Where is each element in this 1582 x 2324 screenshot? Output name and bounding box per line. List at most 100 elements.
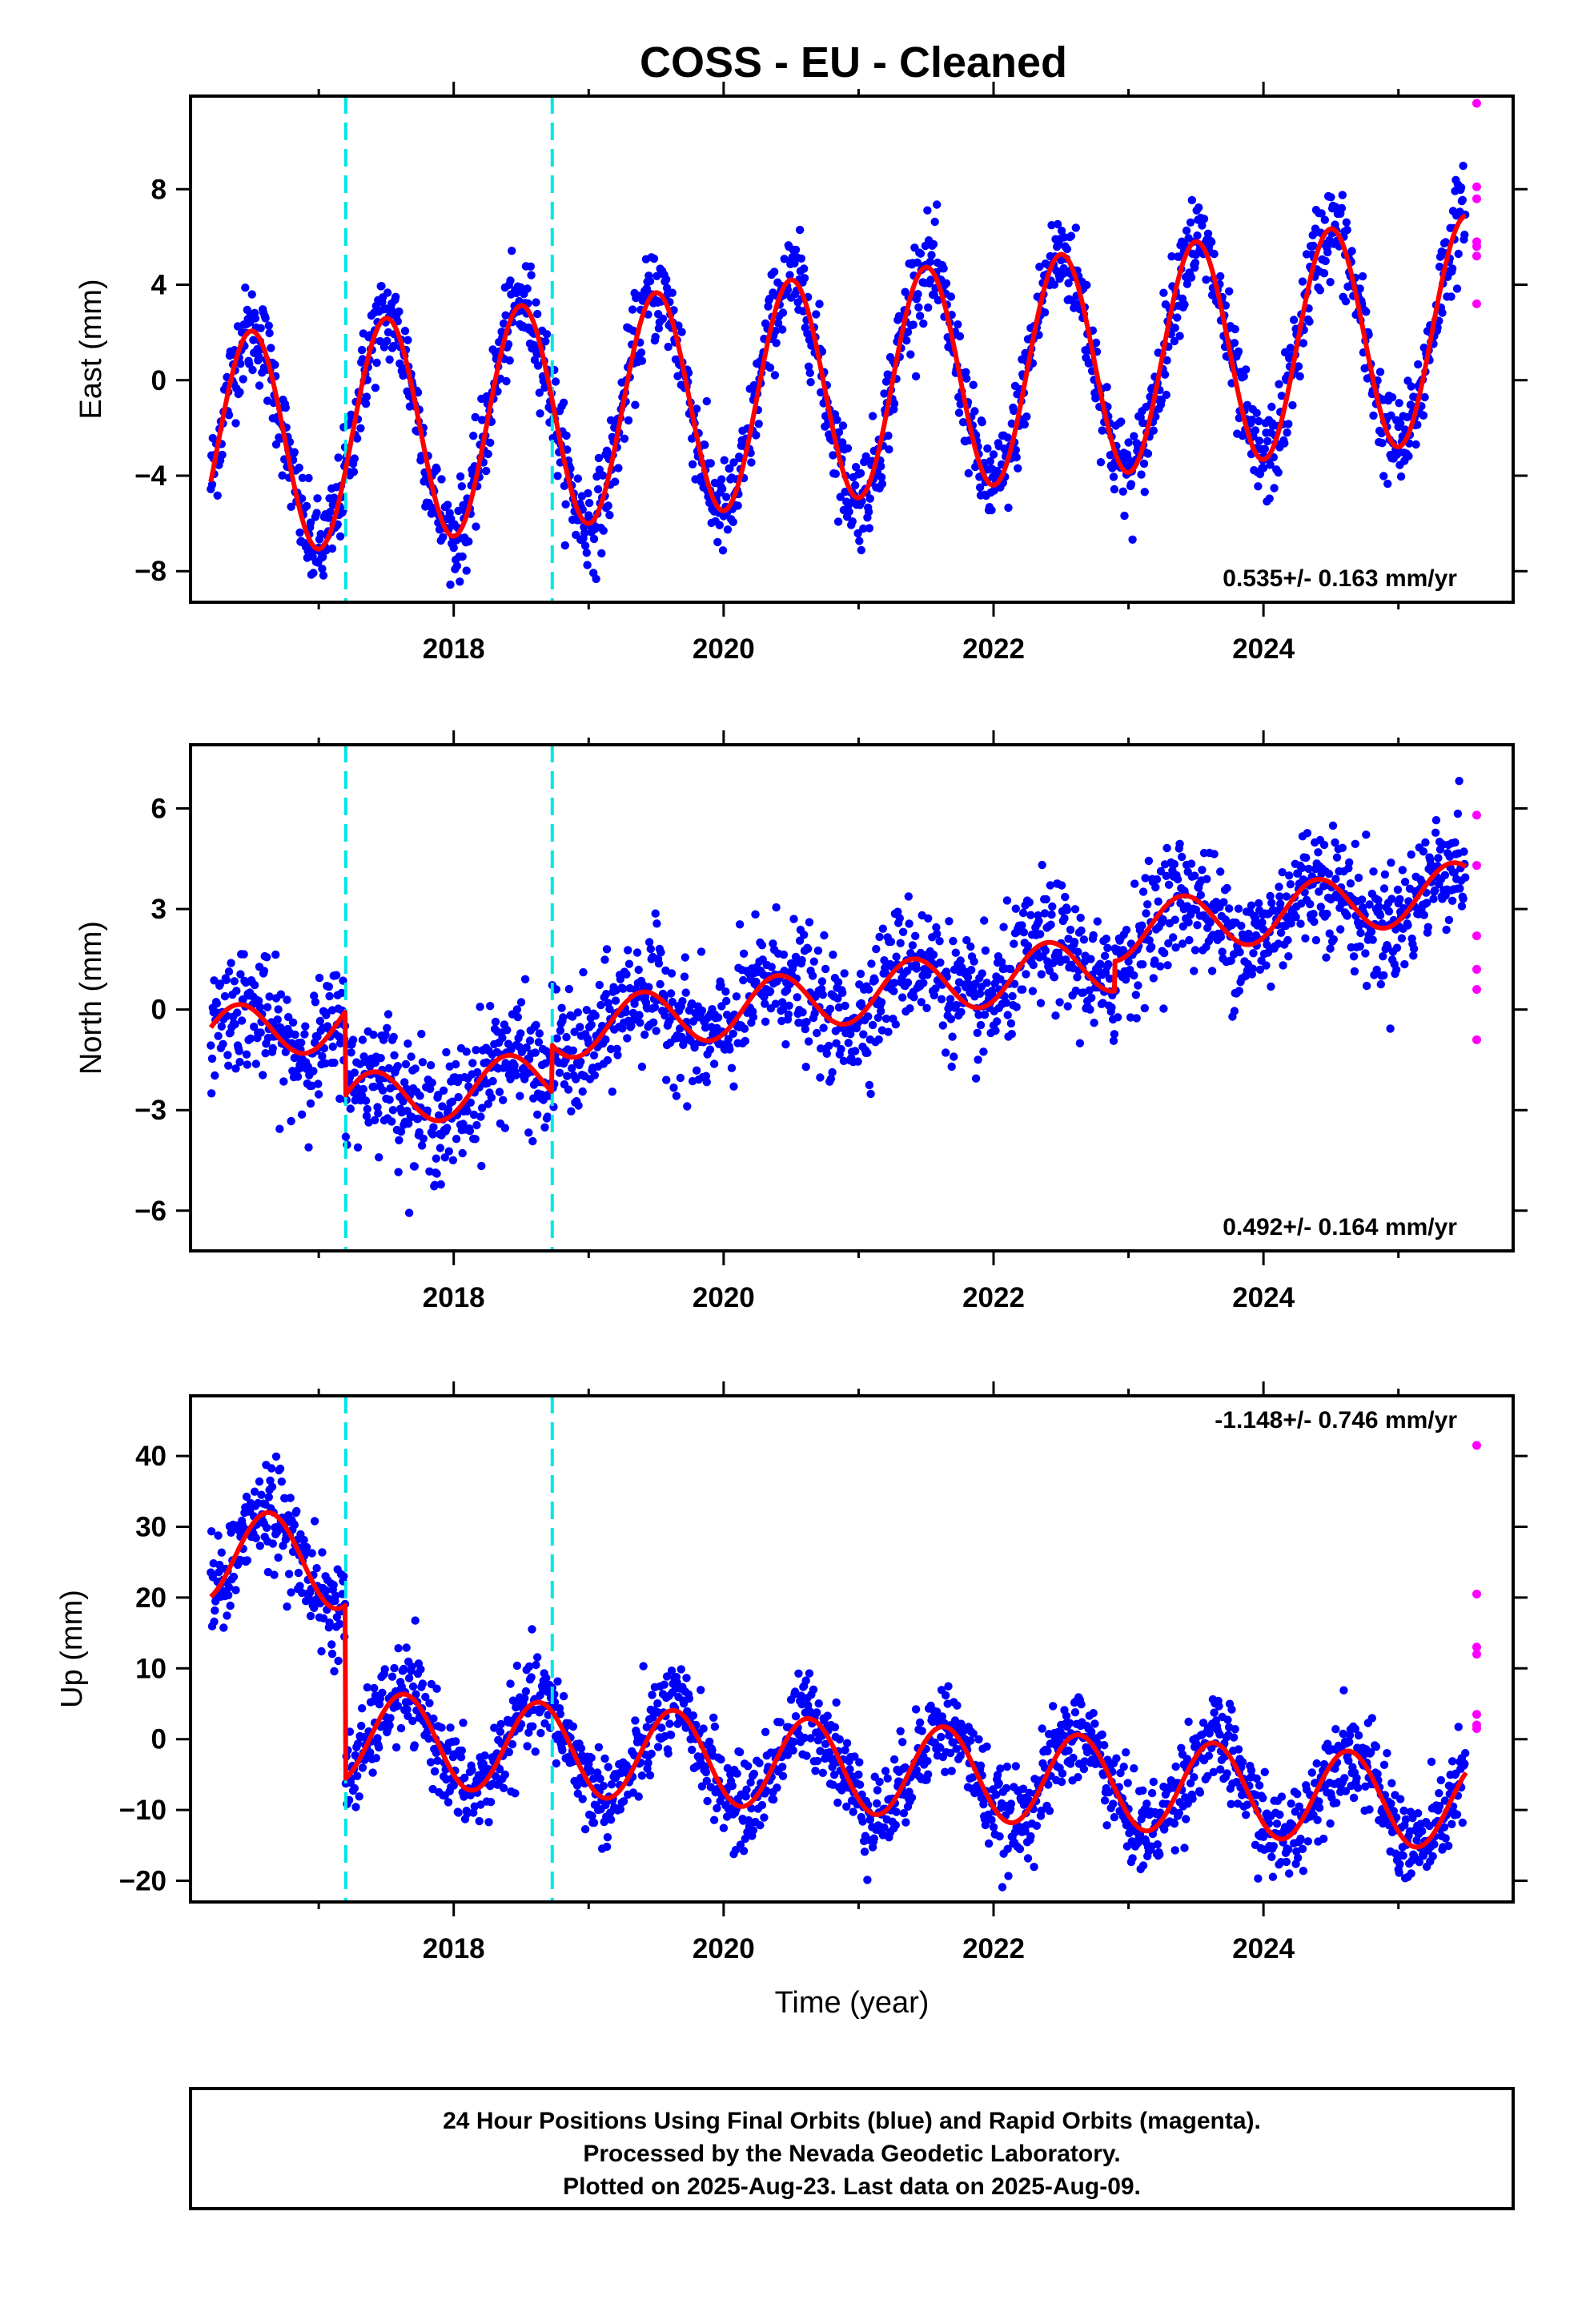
final-orbit-point: [232, 987, 241, 995]
final-orbit-point: [314, 1080, 323, 1088]
final-orbit-point: [563, 1072, 572, 1080]
final-orbit-point: [934, 296, 943, 305]
final-orbit-point: [1122, 926, 1131, 935]
final-orbit-point: [1289, 316, 1299, 324]
final-orbit-point: [883, 1774, 892, 1783]
final-orbit-point: [1358, 895, 1367, 904]
final-orbit-point: [1206, 918, 1215, 927]
final-orbit-point: [1184, 918, 1193, 927]
final-orbit-point: [1380, 870, 1390, 879]
final-orbit-point: [1104, 959, 1113, 969]
final-orbit-point: [281, 1047, 290, 1056]
final-orbit-point: [1026, 911, 1035, 919]
final-orbit-point: [976, 1761, 986, 1770]
final-orbit-point: [437, 1723, 446, 1732]
final-orbit-point: [729, 458, 738, 467]
final-orbit-point: [739, 1847, 749, 1856]
final-orbit-point: [531, 1747, 540, 1756]
final-orbit-point: [1152, 875, 1162, 884]
final-orbit-point: [283, 995, 291, 1004]
final-orbit-point: [584, 498, 594, 508]
final-orbit-point: [1207, 238, 1216, 247]
final-orbit-point: [1066, 925, 1075, 935]
final-orbit-point: [1258, 918, 1267, 927]
final-orbit-point: [1046, 881, 1055, 890]
final-orbit-point: [375, 1743, 383, 1752]
final-orbit-point: [756, 1821, 765, 1830]
final-orbit-point: [1191, 946, 1200, 955]
final-orbit-point: [243, 1060, 251, 1069]
rapid-orbit-point: [1472, 861, 1481, 870]
final-orbit-point: [595, 980, 604, 990]
final-orbit-point: [267, 1464, 276, 1473]
final-orbit-point: [1369, 867, 1378, 876]
final-orbit-point: [512, 1071, 520, 1080]
final-orbit-point: [516, 998, 526, 1007]
final-orbit-point: [975, 989, 985, 999]
final-orbit-point: [1255, 416, 1263, 426]
final-orbit-point: [877, 1007, 885, 1015]
final-orbit-point: [439, 533, 448, 541]
final-orbit-point: [926, 275, 935, 284]
final-orbit-point: [426, 1061, 436, 1070]
final-orbit-point: [341, 1132, 351, 1141]
final-orbit-point: [1377, 428, 1386, 438]
final-orbit-point: [1042, 895, 1050, 904]
final-orbit-point: [769, 1795, 778, 1804]
x-tick-label: 2024: [1232, 1282, 1295, 1313]
final-orbit-point: [873, 1799, 881, 1808]
final-orbit-point: [947, 1767, 956, 1775]
final-orbit-point: [452, 1737, 460, 1746]
final-orbit-point: [646, 944, 655, 954]
final-orbit-point: [1139, 459, 1149, 468]
final-orbit-point: [407, 1052, 416, 1061]
final-orbit-point: [542, 330, 552, 339]
final-orbit-point: [1283, 428, 1291, 437]
final-orbit-point: [1225, 904, 1234, 913]
final-orbit-point: [843, 444, 853, 452]
final-orbit-point: [596, 1774, 604, 1783]
final-orbit-point: [355, 1792, 363, 1801]
final-orbit-point: [994, 1779, 1003, 1788]
final-orbit-point: [915, 312, 925, 320]
final-orbit-point: [400, 327, 410, 336]
final-orbit-point: [1276, 928, 1286, 938]
final-orbit-point: [866, 1089, 875, 1099]
final-orbit-point: [259, 967, 269, 975]
final-orbit-point: [604, 501, 612, 510]
final-orbit-point: [283, 1602, 291, 1611]
final-orbit-point: [589, 1051, 599, 1060]
final-orbit-point: [298, 473, 307, 482]
final-orbit-point: [833, 978, 843, 987]
final-orbit-point: [532, 1660, 540, 1670]
final-orbit-point: [825, 1041, 833, 1051]
final-orbit-point: [444, 1104, 453, 1114]
final-orbit-point: [587, 1020, 596, 1030]
final-orbit-point: [937, 1732, 946, 1742]
final-orbit-point: [430, 1180, 440, 1189]
final-orbit-point: [929, 239, 938, 249]
final-orbit-point: [1453, 809, 1463, 818]
final-orbit-point: [399, 1097, 408, 1106]
final-orbit-point: [877, 472, 886, 482]
final-orbit-point: [1210, 249, 1219, 259]
final-orbit-point: [995, 1832, 1004, 1841]
final-orbit-point: [1137, 470, 1146, 479]
final-orbit-point: [1395, 895, 1404, 904]
final-orbit-point: [819, 1023, 828, 1032]
final-orbit-point: [855, 1758, 864, 1767]
final-orbit-point: [717, 1755, 725, 1764]
final-orbit-point: [484, 1100, 492, 1108]
final-orbit-point: [1041, 946, 1050, 955]
final-orbit-point: [636, 1018, 644, 1027]
final-orbit-point: [465, 1127, 475, 1136]
final-orbit-point: [1138, 921, 1146, 930]
final-orbit-point: [1175, 839, 1184, 849]
final-orbit-point: [1398, 866, 1407, 875]
x-tick-label: 2020: [693, 633, 755, 665]
final-orbit-point: [964, 468, 974, 478]
final-orbit-point: [471, 1135, 480, 1144]
final-orbit-point: [765, 364, 775, 372]
final-orbit-point: [1375, 911, 1385, 920]
y-tick-label: −3: [135, 1095, 167, 1126]
